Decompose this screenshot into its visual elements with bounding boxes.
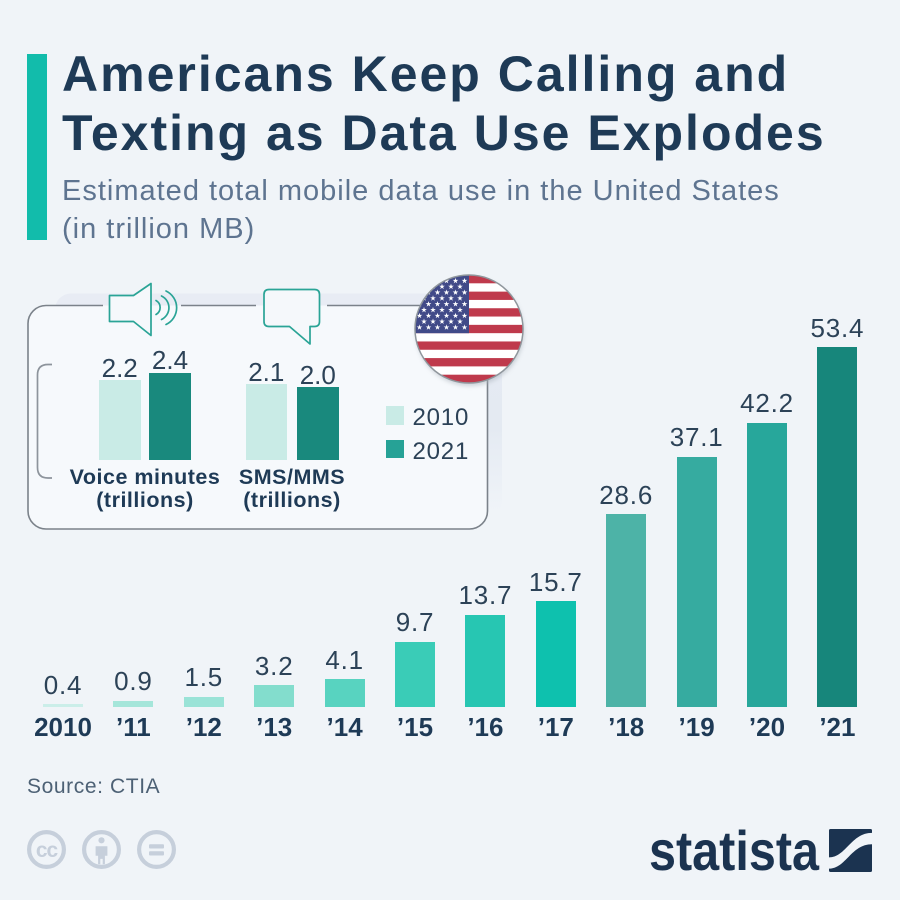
svg-text:cc: cc bbox=[36, 839, 59, 862]
svg-text:statista: statista bbox=[649, 819, 820, 882]
